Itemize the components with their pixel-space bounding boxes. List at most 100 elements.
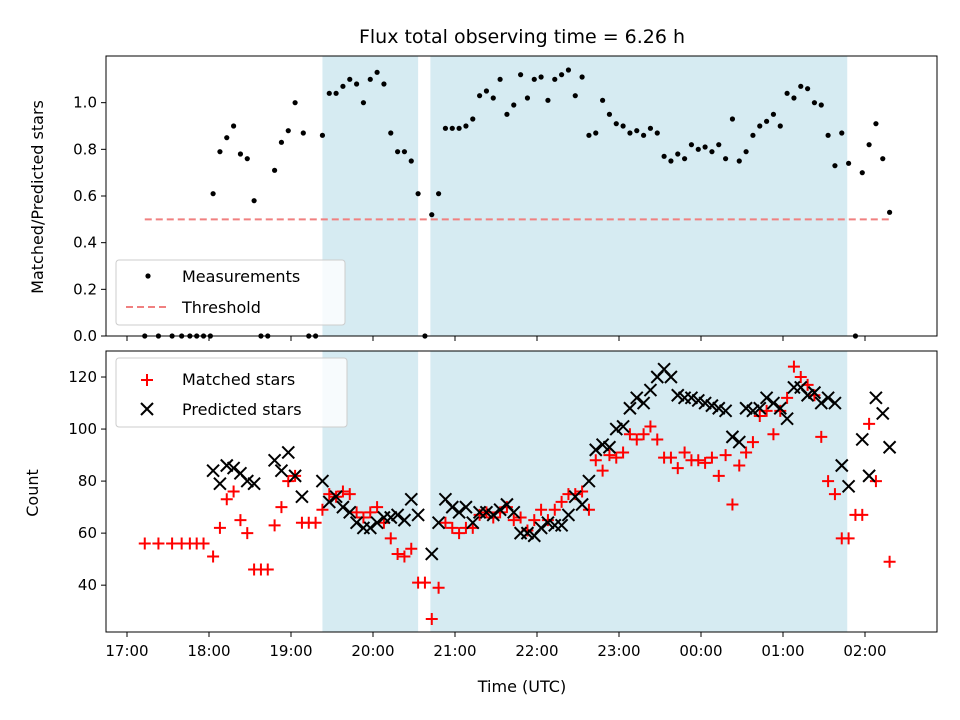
measurement-point xyxy=(586,132,592,138)
predicted-star-point xyxy=(671,388,685,402)
measurement-point xyxy=(251,198,257,204)
predicted-star-point xyxy=(561,508,576,522)
predicted-star-point xyxy=(732,435,746,449)
legend-matched-marker xyxy=(141,374,153,386)
measurement-point xyxy=(750,132,756,138)
bottom-x-tick-label: 23:00 xyxy=(597,642,640,660)
matched-star-point xyxy=(432,581,445,594)
top-y-tick-label: 1.0 xyxy=(73,94,97,112)
matched-star-point xyxy=(384,532,397,545)
matched-star-point xyxy=(664,451,677,464)
legend-measurements-label: Measurements xyxy=(182,267,300,286)
predicted-star-point xyxy=(486,508,500,522)
predicted-star-point xyxy=(281,445,295,460)
measurement-point xyxy=(470,116,476,122)
matched-star-point xyxy=(822,475,835,488)
measurement-point xyxy=(483,88,490,94)
predicted-star-point xyxy=(466,516,480,530)
predicted-star-point xyxy=(295,489,309,504)
measurement-point xyxy=(764,118,770,124)
matched-star-point xyxy=(746,436,759,449)
matched-star-point xyxy=(589,454,602,467)
bottom-y-axis-label: Count xyxy=(23,469,42,517)
predicted-star-point xyxy=(841,479,856,494)
predicted-star-point xyxy=(835,458,849,473)
bottom-x-tick-label: 19:00 xyxy=(269,642,312,660)
matched-star-point xyxy=(343,488,356,501)
predicted-star-point xyxy=(753,401,767,415)
measurement-point xyxy=(798,83,804,89)
predicted-star-point xyxy=(452,505,466,520)
predicted-star-point xyxy=(589,443,603,457)
measurement-point xyxy=(511,102,517,108)
measurement-point xyxy=(859,170,865,176)
matched-star-point xyxy=(705,451,718,464)
bottom-y-tick-label: 40 xyxy=(78,576,97,594)
measurement-point xyxy=(415,191,421,197)
predicted-star-point xyxy=(759,391,774,405)
measurement-point xyxy=(818,102,824,108)
matched-star-point xyxy=(863,417,876,430)
predicted-star-point xyxy=(404,492,418,507)
bottom-legend: Matched stars Predicted stars xyxy=(115,357,348,428)
predicted-star-point xyxy=(554,518,569,533)
predicted-star-point xyxy=(630,391,644,405)
measurement-point xyxy=(839,130,845,136)
top-y-tick-label: 0.6 xyxy=(73,187,97,205)
top-y-tick-label: 0.0 xyxy=(73,327,97,345)
predicted-star-point xyxy=(315,474,330,488)
predicted-star-point xyxy=(855,432,869,447)
measurement-point xyxy=(367,76,373,82)
bottom-series-layer xyxy=(138,360,897,625)
matched-star-point xyxy=(241,527,254,540)
predicted-star-point xyxy=(616,419,630,434)
measurement-point xyxy=(442,125,449,131)
matched-star-point xyxy=(213,521,226,534)
predicted-star-point xyxy=(397,513,412,527)
matched-star-point xyxy=(637,428,650,441)
predicted-star-point xyxy=(445,500,459,514)
matched-star-point xyxy=(138,537,151,550)
predicted-star-point xyxy=(507,505,521,520)
predicted-star-point xyxy=(220,458,234,473)
measurement-point xyxy=(723,156,729,162)
star-count-panel: 40 60 80 100 120 17:00 18:00 19:00 20:00 21:00 22:… xyxy=(68,350,938,660)
predicted-star-point xyxy=(390,508,405,522)
measurement-point xyxy=(518,72,524,78)
measurement-point xyxy=(702,144,708,150)
matched-star-point xyxy=(623,428,636,441)
bottom-shaded-interval xyxy=(430,351,848,632)
measurement-point xyxy=(210,191,216,197)
predicted-star-point xyxy=(739,401,753,415)
measurement-point xyxy=(627,130,633,136)
predicted-star-point xyxy=(773,401,787,415)
matched-star-point xyxy=(309,516,322,529)
predicted-star-point xyxy=(226,461,241,475)
predicted-star-point xyxy=(213,476,227,491)
predicted-star-point xyxy=(520,526,535,540)
matched-star-point xyxy=(336,485,349,498)
measurement-point xyxy=(395,149,401,155)
top-y-tick-label: 0.2 xyxy=(73,280,97,298)
top-legend-box xyxy=(115,259,346,326)
top-y-axis-label: Matched/Predicted stars xyxy=(28,100,47,294)
measurement-point xyxy=(381,81,387,87)
predicted-star-point xyxy=(609,422,623,436)
measurement-point xyxy=(675,151,681,157)
legend-measurements-marker xyxy=(145,273,151,279)
matched-star-point xyxy=(781,391,794,404)
predicted-star-point xyxy=(814,396,828,410)
predicted-star-point xyxy=(882,440,897,454)
predicted-star-point xyxy=(876,406,890,421)
measurement-point xyxy=(695,146,701,152)
predicted-star-point xyxy=(821,391,835,405)
measurement-point xyxy=(388,130,394,136)
predicted-star-point xyxy=(267,453,282,467)
measurement-point xyxy=(408,158,414,164)
bottom-y-tick-label: 100 xyxy=(68,420,97,438)
measurement-point xyxy=(825,132,831,138)
top-y-tick-label: 0.4 xyxy=(73,234,97,252)
matched-star-point xyxy=(507,514,520,527)
matched-star-point xyxy=(535,503,548,516)
measurement-point xyxy=(436,191,442,197)
